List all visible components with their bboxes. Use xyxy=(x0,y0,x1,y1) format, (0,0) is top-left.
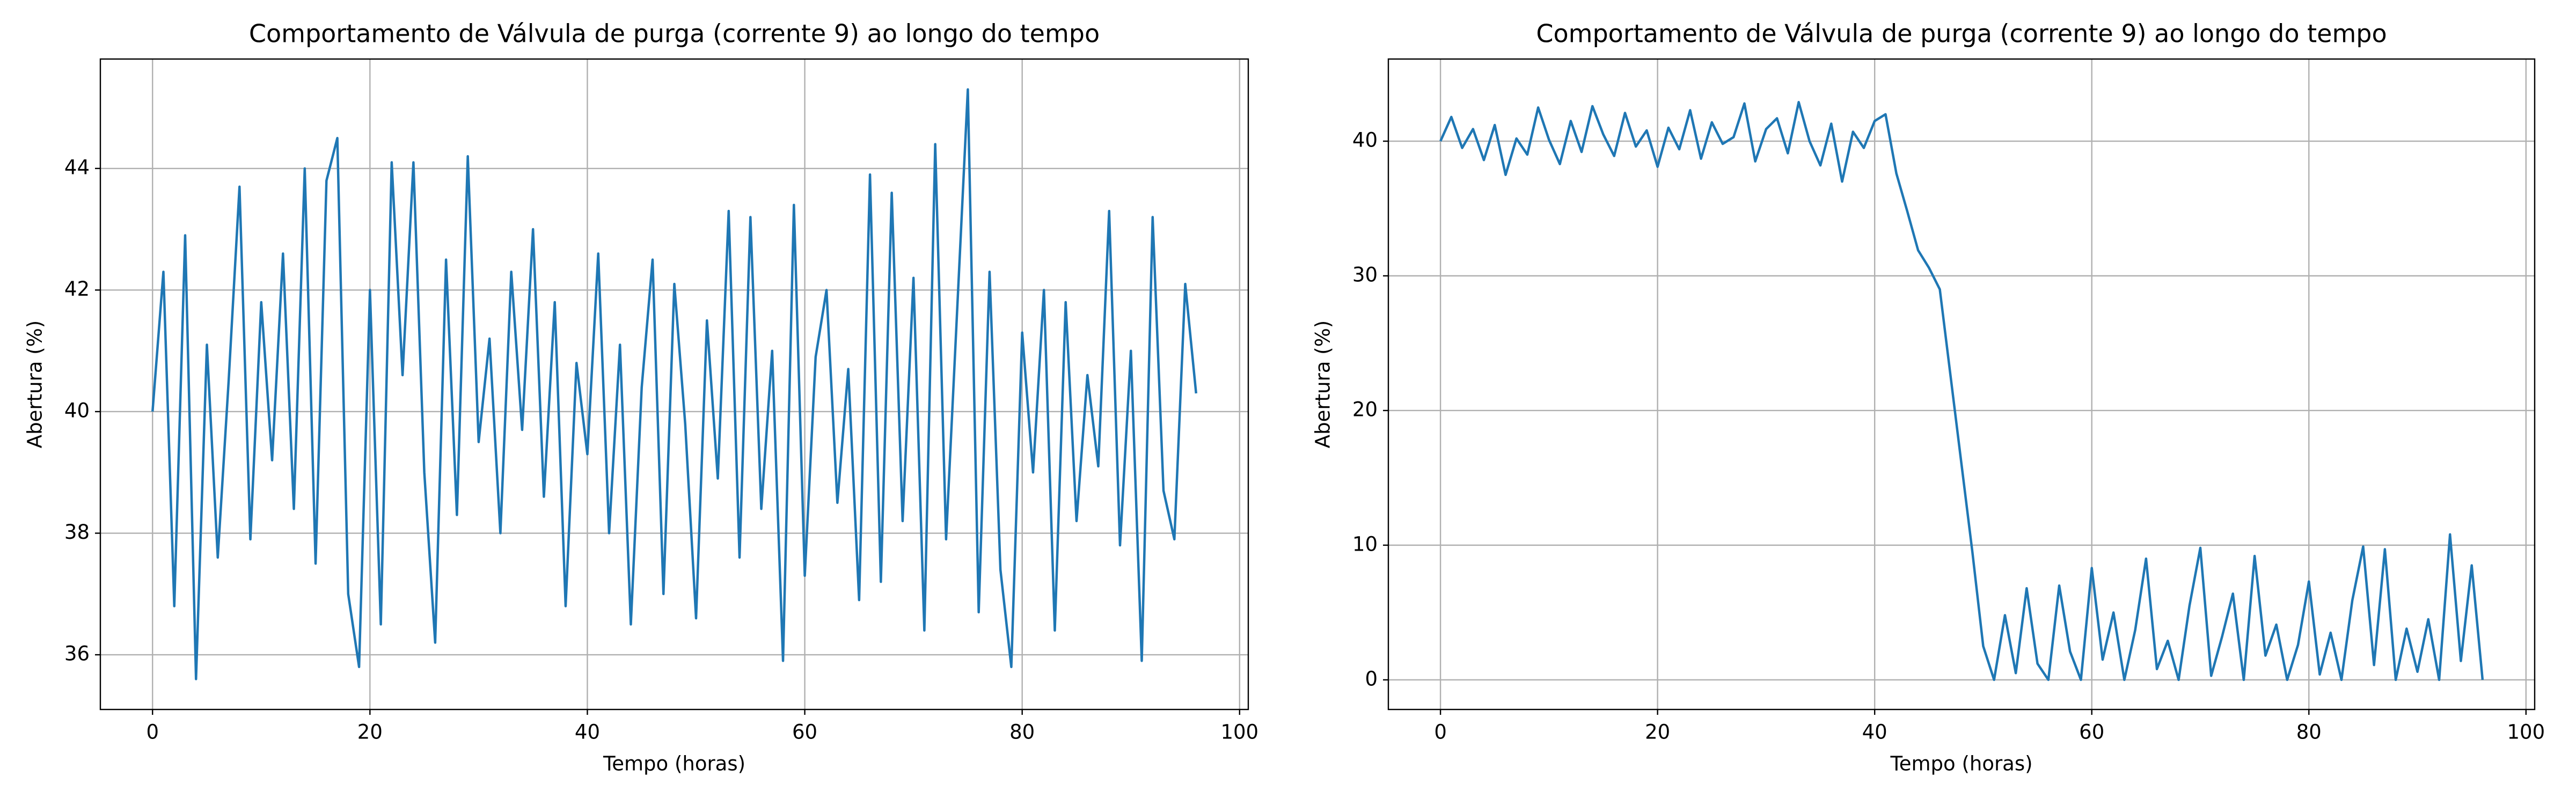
x-axis-label: Tempo (horas) xyxy=(1890,752,2032,775)
y-tick-label: 36 xyxy=(64,642,90,665)
axes-frame xyxy=(99,58,1249,711)
y-tick-label: 38 xyxy=(64,521,90,544)
data-line xyxy=(1439,101,2484,682)
axes-frame xyxy=(1387,58,2536,711)
y-tick-label: 42 xyxy=(64,277,90,301)
y-axis-label: Abertura (%) xyxy=(24,320,47,448)
x-tick-label: 100 xyxy=(2507,721,2545,744)
x-tick-label: 80 xyxy=(1009,721,1035,744)
y-tick-label: 0 xyxy=(1365,667,1378,690)
y-tick-label: 44 xyxy=(64,156,90,179)
x-axis-label: Tempo (horas) xyxy=(603,752,745,775)
x-tick-label: 100 xyxy=(1220,721,1258,744)
x-tick-label: 20 xyxy=(357,721,383,744)
data-line xyxy=(151,88,1198,680)
y-tick-label: 40 xyxy=(1352,129,1378,152)
x-tick-label: 40 xyxy=(1862,721,1887,744)
x-tick-label: 40 xyxy=(575,721,600,744)
chart-title: Comportamento de Válvula de purga (corre… xyxy=(249,19,1100,48)
y-tick-label: 20 xyxy=(1352,398,1378,421)
y-tick-label: 10 xyxy=(1352,532,1378,555)
y-tick-label: 40 xyxy=(64,399,90,422)
x-tick-label: 0 xyxy=(146,721,159,744)
chart-title: Comportamento de Válvula de purga (corre… xyxy=(1536,19,2387,48)
y-tick-label: 30 xyxy=(1352,264,1378,287)
x-tick-label: 0 xyxy=(1434,721,1447,744)
x-tick-label: 80 xyxy=(2296,721,2322,744)
x-tick-label: 60 xyxy=(2079,721,2104,744)
y-axis-label: Abertura (%) xyxy=(1312,320,1335,448)
x-tick-label: 60 xyxy=(792,721,817,744)
x-tick-label: 20 xyxy=(1645,721,1670,744)
